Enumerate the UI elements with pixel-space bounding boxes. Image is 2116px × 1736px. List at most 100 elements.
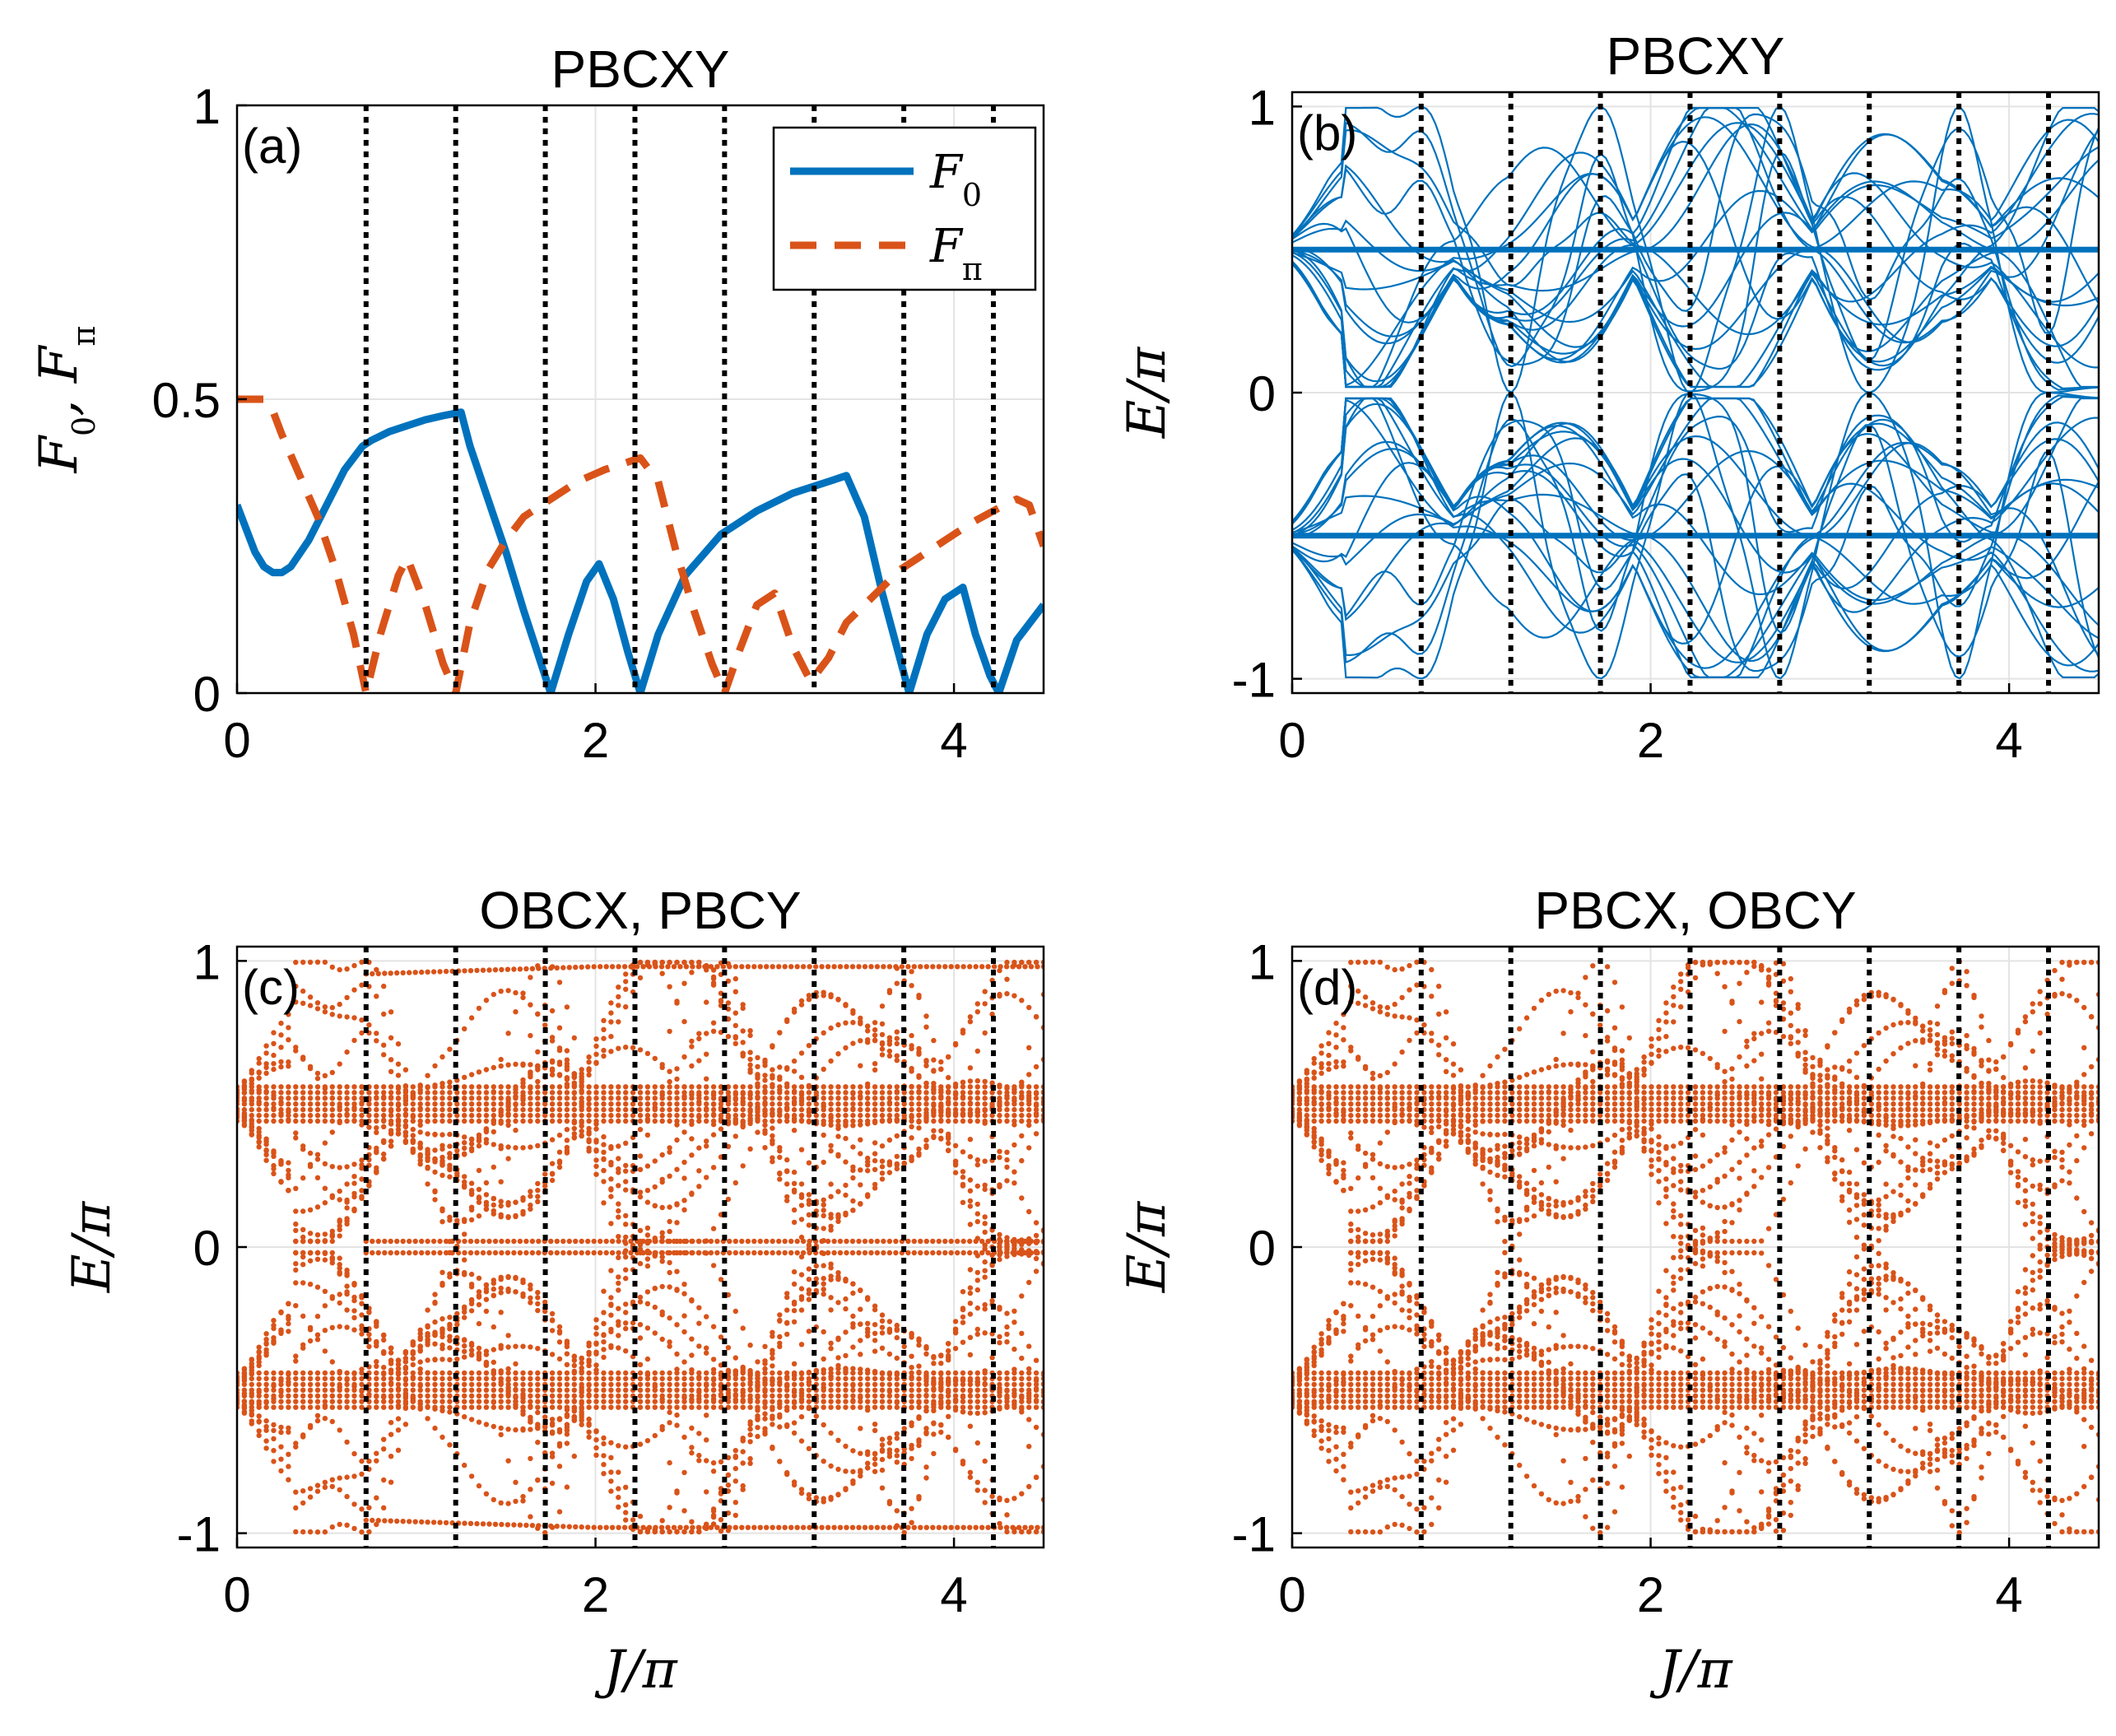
- data-point: [770, 1043, 775, 1049]
- data-point: [462, 1309, 467, 1315]
- data-point: [909, 1442, 914, 1449]
- data-point: [894, 1453, 900, 1459]
- data-point: [616, 1208, 621, 1214]
- data-point: [586, 1145, 592, 1152]
- data-point: [556, 1106, 563, 1113]
- data-point: [732, 1133, 738, 1139]
- data-point: [718, 998, 724, 1003]
- edge-state-point: [1035, 964, 1040, 970]
- data-point: [314, 1006, 321, 1012]
- data-point: [381, 1404, 387, 1410]
- data-point: [652, 1370, 658, 1376]
- data-point: [865, 1381, 871, 1388]
- data-point: [886, 1375, 893, 1382]
- data-point: [322, 1375, 328, 1382]
- data-point: [601, 1347, 607, 1352]
- data-point: [821, 1422, 826, 1428]
- data-point: [1033, 1112, 1039, 1119]
- data-point: [637, 1299, 644, 1305]
- data-point: [249, 1112, 254, 1119]
- data-point: [674, 1268, 680, 1274]
- data-point: [388, 1399, 394, 1404]
- data-point: [586, 1072, 592, 1078]
- data-point: [271, 1339, 277, 1345]
- data-point: [329, 1387, 335, 1394]
- edge-state-point: [862, 964, 868, 970]
- data-point: [468, 1147, 475, 1154]
- data-point: [960, 1339, 966, 1345]
- data-point: [278, 1330, 284, 1337]
- data-point: [286, 1370, 291, 1376]
- data-point: [997, 1148, 1002, 1155]
- data-point: [520, 1399, 526, 1404]
- data-point: [982, 989, 988, 994]
- data-point: [974, 1161, 981, 1168]
- data-point: [468, 1381, 475, 1388]
- data-point: [886, 1170, 893, 1175]
- edge-state-point: [598, 1238, 603, 1245]
- data-point: [241, 1366, 248, 1371]
- data-point: [359, 982, 365, 988]
- data-point: [828, 1346, 834, 1352]
- data-point: [359, 1387, 365, 1394]
- data-point: [974, 1440, 981, 1446]
- data-point: [462, 1343, 467, 1349]
- data-point: [520, 1278, 526, 1283]
- data-point: [593, 1375, 599, 1382]
- edge-state-point: [505, 1238, 511, 1245]
- data-point: [865, 1090, 871, 1096]
- data-point: [798, 1404, 805, 1410]
- data-point: [1011, 993, 1017, 998]
- data-point: [351, 1315, 357, 1321]
- data-point: [637, 1404, 644, 1410]
- edge-state-point: [732, 1238, 738, 1245]
- data-point: [314, 1118, 321, 1124]
- data-point: [791, 1430, 798, 1436]
- data-point: [549, 1454, 556, 1459]
- data-point: [689, 1063, 695, 1069]
- data-point: [1004, 959, 1010, 966]
- data-point: [564, 1090, 570, 1096]
- band-line: [1292, 393, 2099, 664]
- data-point: [806, 1375, 812, 1382]
- data-point: [520, 990, 526, 996]
- data-point: [850, 1096, 856, 1101]
- data-point: [505, 1404, 511, 1410]
- data-point: [601, 1471, 607, 1477]
- data-point: [498, 1399, 504, 1404]
- edge-state-point: [542, 966, 547, 971]
- data-point: [974, 1157, 981, 1163]
- data-point: [278, 1309, 284, 1315]
- data-point: [974, 1112, 981, 1119]
- data-point: [535, 1143, 541, 1149]
- data-point: [858, 1426, 863, 1431]
- band-line: [1292, 122, 2099, 337]
- data-point: [307, 1324, 314, 1331]
- data-point: [402, 1138, 409, 1144]
- data-point: [491, 991, 496, 998]
- data-point: [483, 1348, 490, 1354]
- legend-label-F0: F0: [929, 146, 982, 213]
- data-point: [286, 1320, 291, 1327]
- data-point: [732, 1465, 738, 1472]
- data-point: [608, 1160, 614, 1166]
- data-point: [755, 1393, 760, 1399]
- data-point: [329, 1012, 335, 1017]
- data-point: [505, 1156, 511, 1161]
- data-point: [432, 1118, 438, 1124]
- data-point: [872, 1032, 878, 1038]
- edge-state-point: [979, 964, 985, 970]
- data-point: [674, 1381, 680, 1388]
- data-point: [1033, 1424, 1039, 1431]
- data-point: [659, 1399, 665, 1404]
- data-point: [798, 1370, 805, 1376]
- data-point: [593, 1452, 599, 1459]
- edge-state-point: [948, 1238, 954, 1245]
- data-point: [909, 1375, 914, 1382]
- data-point: [564, 1118, 570, 1124]
- edge-state-point: [467, 1238, 474, 1245]
- data-point: [425, 1118, 430, 1124]
- data-point: [806, 1118, 812, 1124]
- data-point: [894, 1393, 900, 1399]
- data-point: [351, 1118, 357, 1124]
